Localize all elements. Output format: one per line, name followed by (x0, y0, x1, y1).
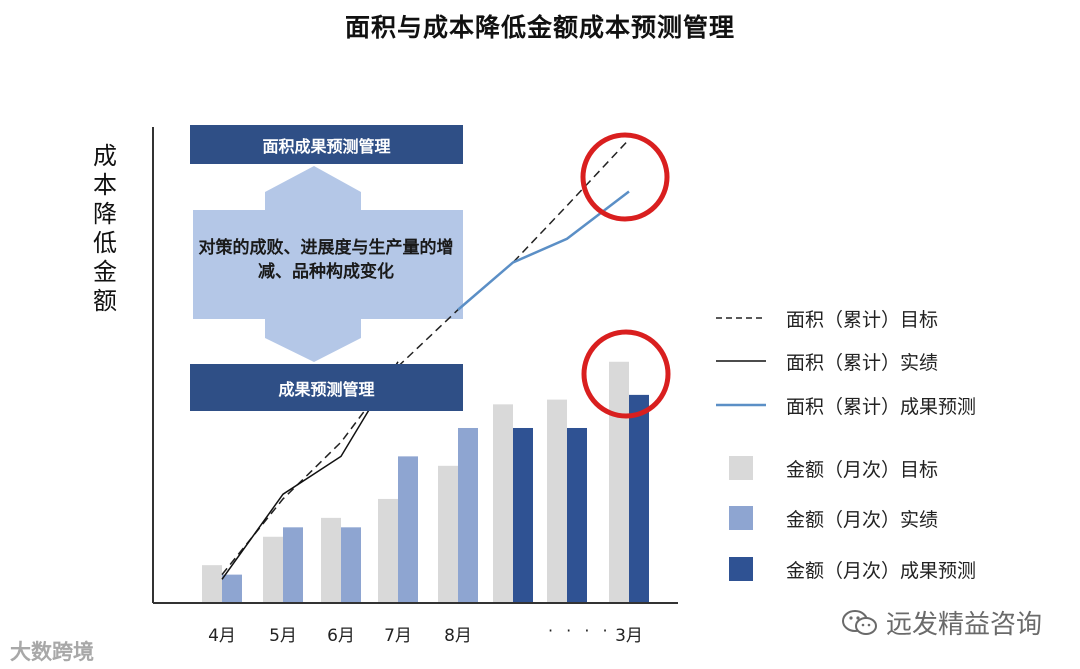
legend-item: 金额（月次）目标 (716, 453, 938, 483)
bar-5-金额（月次）目标 (438, 465, 458, 603)
bar-3-金额（月次）实绩 (341, 527, 361, 603)
watermark-right-text: 远发精益咨询 (886, 610, 1043, 640)
legend-label: 金额（月次）目标 (786, 458, 939, 481)
bar-4-金额（月次）实绩 (398, 456, 418, 603)
legend-swatch (716, 402, 766, 408)
bar-1-金额（月次）目标 (202, 565, 222, 603)
annotation-bottom-box: 成果预测管理 (190, 364, 463, 411)
x-axis-gap-label: · · · · (548, 621, 612, 640)
line-series-1 (221, 138, 630, 576)
legend-item: 金额（月次）成果预测 (716, 554, 976, 584)
line-series-3 (457, 190, 630, 311)
bar-4-金额（月次）目标 (378, 498, 398, 603)
bar-2-金额（月次）目标 (263, 536, 283, 603)
legend-label: 金额（月次）成果预测 (786, 559, 977, 582)
x-tick-label: 8月 (444, 626, 472, 646)
x-tick-label: 3月 (615, 626, 643, 646)
legend-swatch (716, 557, 766, 581)
bar-1-金额（月次）实绩 (222, 574, 242, 603)
legend-label: 金额（月次）实绩 (786, 508, 939, 531)
bar-5-金额（月次）实绩 (458, 427, 478, 603)
double-arrow-shape (193, 166, 463, 362)
legend-item: 面积（累计）成果预测 (716, 390, 976, 420)
x-tick-label: 4月 (208, 626, 236, 646)
legend-swatch (716, 315, 766, 321)
watermark-left: 大数跨境 (10, 640, 94, 664)
bar-8-金额（月次）目标 (609, 361, 629, 603)
legend-item: 金额（月次）实绩 (716, 503, 938, 533)
bar-7-金额（月次）成果预测 (567, 427, 587, 603)
annotation-top-box: 面积成果预测管理 (190, 125, 463, 164)
legend-label: 面积（累计）成果预测 (786, 395, 977, 418)
bar-2-金额（月次）实绩 (283, 527, 303, 603)
wechat-icon (842, 609, 877, 635)
x-tick-label: 6月 (327, 626, 355, 646)
legend-item: 面积（累计）目标 (716, 303, 938, 333)
legend-swatch (716, 358, 766, 364)
x-tick-label: 5月 (269, 626, 297, 646)
bar-3-金额（月次）目标 (321, 517, 341, 603)
chart-title: 面积与成本降低金额成本预测管理 (344, 13, 735, 42)
watermark-right: 远发精益咨询 (840, 604, 1042, 641)
legend-label: 面积（累计）目标 (786, 308, 939, 331)
legend-swatch (716, 506, 766, 530)
y-axis-label: 成本降低金额 (93, 142, 117, 315)
x-tick-label: 7月 (384, 626, 412, 646)
highlight-circle-bars (581, 329, 671, 419)
bar-6-金额（月次）目标 (493, 404, 513, 603)
bar-8-金额（月次）成果预测 (629, 394, 649, 603)
highlight-circle-line (580, 132, 670, 222)
annotation-middle-text: 对策的成败、进展度与生产量的增减、品种构成变化 (198, 238, 454, 282)
bar-7-金额（月次）目标 (547, 399, 567, 603)
legend-item: 面积（累计）实绩 (716, 346, 938, 376)
legend-swatch (716, 456, 766, 480)
bar-6-金额（月次）成果预测 (513, 427, 533, 603)
legend-label: 面积（累计）实绩 (786, 351, 939, 374)
